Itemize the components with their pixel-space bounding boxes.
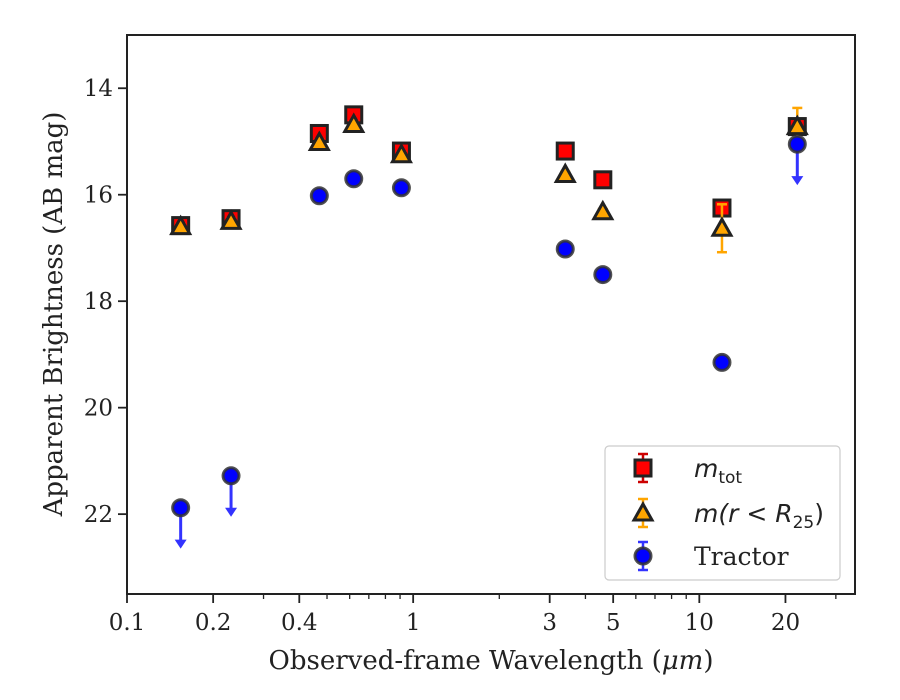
- legend-marker-circle: [633, 546, 653, 566]
- x-axis-label-prefix: Observed-frame Wavelength (: [269, 646, 662, 676]
- y-tick-label: 14: [84, 76, 113, 102]
- data-point-square: [555, 141, 575, 161]
- upper-limit-arrow-head: [225, 507, 238, 517]
- data-point-circle: [221, 466, 241, 486]
- x-tick-label: 0.4: [281, 610, 318, 636]
- data-point-triangle: [307, 130, 331, 152]
- x-tick-label: 1: [406, 610, 421, 636]
- series-tractor: [171, 134, 807, 549]
- y-tick-label: 16: [84, 183, 113, 209]
- data-point-triangle: [219, 209, 243, 230]
- data-point-square: [593, 170, 613, 190]
- y-tick-label: 18: [84, 289, 113, 315]
- data-point-circle: [555, 239, 575, 259]
- x-axis-label-suffix: ): [703, 646, 713, 676]
- data-point-circle: [787, 134, 807, 154]
- data-point-triangle: [591, 199, 615, 221]
- x-tick-label: 3: [542, 610, 557, 636]
- data-point-triangle: [389, 142, 414, 164]
- legend-label-mr25: m(r < R25): [694, 499, 824, 533]
- legend-marker-triangle: [631, 500, 655, 522]
- legend-box: [604, 445, 841, 581]
- legend-marker-square: [633, 458, 653, 478]
- data-point-triangle: [342, 112, 366, 133]
- y-tick-label: 22: [84, 502, 113, 528]
- series-mtot: [171, 105, 807, 236]
- x-tick-label: 20: [771, 610, 800, 636]
- legend: mtot m(r < R25) Tractor: [604, 445, 841, 581]
- series-mr25: [169, 106, 809, 254]
- y-axis-label: Apparent Brightness (AB mag): [39, 112, 69, 518]
- data-point-triangle: [785, 114, 809, 136]
- legend-label-tractor: Tractor: [694, 542, 789, 571]
- data-series: [169, 105, 809, 549]
- axes: 0.1 0.2 0.4 1 3 5 10 20 14 16 18 20 22: [84, 34, 856, 636]
- data-point-circle: [593, 265, 613, 285]
- x-tick-label: 0.1: [109, 610, 146, 636]
- x-tick-label: 0.2: [195, 610, 232, 636]
- data-point-triangle: [169, 214, 193, 236]
- plot-frame: [126, 34, 856, 595]
- x-tick-label: 10: [685, 610, 714, 636]
- data-point-triangle: [710, 216, 734, 237]
- data-point-triangle: [553, 162, 577, 183]
- data-point-circle: [344, 169, 364, 189]
- y-tick-label: 20: [84, 396, 113, 422]
- upper-limit-arrow-head: [791, 176, 804, 186]
- data-point-circle: [171, 498, 191, 518]
- x-tick-label: 5: [606, 610, 621, 636]
- x-axis-label: Observed-frame Wavelength (μm): [269, 646, 714, 676]
- data-point-circle: [391, 178, 411, 198]
- data-point-circle: [309, 186, 329, 206]
- legend-label-mtot: mtot: [694, 454, 742, 488]
- x-axis-label-unit: μm: [662, 646, 704, 676]
- upper-limit-arrow-head: [174, 539, 187, 549]
- data-point-circle: [712, 352, 732, 372]
